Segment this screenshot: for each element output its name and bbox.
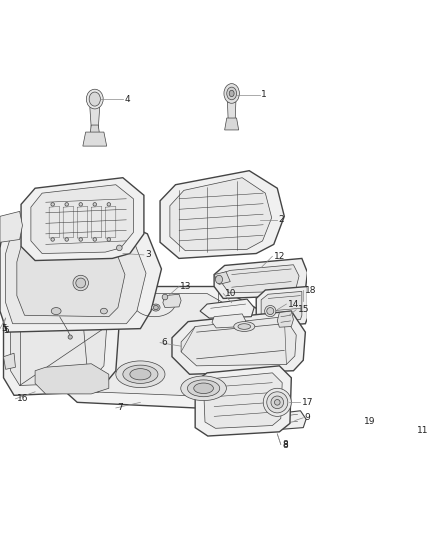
Ellipse shape: [89, 92, 100, 106]
Ellipse shape: [73, 275, 88, 290]
Ellipse shape: [65, 203, 68, 206]
Ellipse shape: [51, 203, 54, 206]
Text: 3: 3: [145, 251, 151, 260]
Polygon shape: [42, 287, 274, 409]
Polygon shape: [0, 212, 22, 243]
Polygon shape: [222, 265, 299, 293]
Ellipse shape: [152, 304, 160, 311]
Polygon shape: [181, 317, 296, 366]
Text: 7: 7: [117, 403, 123, 413]
Ellipse shape: [123, 365, 158, 383]
Polygon shape: [385, 418, 427, 439]
Ellipse shape: [224, 84, 240, 103]
Polygon shape: [90, 125, 100, 135]
Ellipse shape: [265, 305, 276, 317]
Ellipse shape: [51, 238, 54, 241]
Polygon shape: [170, 177, 272, 251]
Ellipse shape: [51, 308, 61, 314]
Polygon shape: [31, 185, 134, 254]
Text: 10: 10: [225, 289, 236, 298]
Text: 16: 16: [17, 394, 28, 403]
Text: 11: 11: [417, 426, 428, 435]
Text: 12: 12: [274, 252, 285, 261]
Ellipse shape: [153, 305, 158, 310]
Text: 2: 2: [279, 215, 284, 224]
Polygon shape: [214, 259, 307, 298]
Polygon shape: [225, 118, 239, 130]
Text: 19: 19: [364, 417, 375, 426]
Text: 6: 6: [162, 338, 167, 347]
Polygon shape: [277, 311, 293, 327]
Ellipse shape: [271, 396, 284, 409]
Ellipse shape: [263, 389, 291, 416]
Text: 18: 18: [305, 286, 316, 295]
Ellipse shape: [86, 89, 103, 109]
Ellipse shape: [227, 87, 237, 100]
Ellipse shape: [234, 321, 255, 332]
Ellipse shape: [79, 238, 82, 241]
Text: 17: 17: [302, 398, 313, 407]
Polygon shape: [6, 228, 146, 324]
Text: 5: 5: [1, 324, 7, 333]
Text: 14: 14: [288, 300, 299, 309]
Ellipse shape: [187, 380, 220, 397]
Polygon shape: [60, 294, 260, 397]
Polygon shape: [260, 411, 306, 431]
Ellipse shape: [93, 203, 96, 206]
Text: 8: 8: [282, 441, 288, 450]
Polygon shape: [204, 373, 282, 429]
Text: 15: 15: [298, 305, 309, 314]
Polygon shape: [160, 171, 284, 259]
Polygon shape: [195, 366, 291, 436]
Ellipse shape: [194, 383, 213, 393]
Ellipse shape: [215, 275, 223, 284]
Ellipse shape: [65, 238, 68, 241]
Text: 13: 13: [180, 282, 192, 291]
Polygon shape: [4, 353, 15, 369]
Ellipse shape: [117, 245, 122, 251]
Ellipse shape: [76, 278, 86, 288]
Ellipse shape: [275, 400, 280, 405]
Ellipse shape: [100, 308, 107, 314]
Polygon shape: [11, 296, 107, 385]
Ellipse shape: [93, 238, 96, 241]
Polygon shape: [4, 314, 15, 331]
Polygon shape: [212, 314, 246, 328]
Text: 9: 9: [305, 413, 311, 422]
Polygon shape: [83, 132, 107, 146]
Polygon shape: [227, 102, 236, 120]
Ellipse shape: [238, 324, 251, 329]
Ellipse shape: [107, 238, 110, 241]
Ellipse shape: [79, 203, 82, 206]
Polygon shape: [256, 287, 307, 327]
Polygon shape: [163, 294, 181, 308]
Ellipse shape: [130, 369, 151, 380]
Polygon shape: [21, 177, 144, 261]
Ellipse shape: [116, 361, 165, 387]
Polygon shape: [35, 364, 109, 394]
Ellipse shape: [267, 392, 288, 413]
Ellipse shape: [162, 294, 168, 300]
Polygon shape: [0, 216, 162, 332]
Ellipse shape: [181, 376, 226, 401]
Polygon shape: [4, 287, 119, 395]
Text: 8: 8: [282, 440, 288, 449]
Polygon shape: [90, 108, 100, 128]
Polygon shape: [261, 292, 302, 321]
Polygon shape: [200, 299, 254, 318]
Ellipse shape: [229, 90, 234, 96]
Text: 4: 4: [124, 94, 130, 103]
Polygon shape: [17, 239, 125, 317]
Ellipse shape: [107, 203, 110, 206]
Ellipse shape: [267, 308, 274, 314]
Text: 5: 5: [3, 326, 9, 335]
Polygon shape: [341, 422, 362, 436]
Text: 1: 1: [261, 91, 267, 99]
Ellipse shape: [68, 335, 72, 339]
Polygon shape: [172, 311, 305, 374]
Polygon shape: [214, 272, 230, 285]
